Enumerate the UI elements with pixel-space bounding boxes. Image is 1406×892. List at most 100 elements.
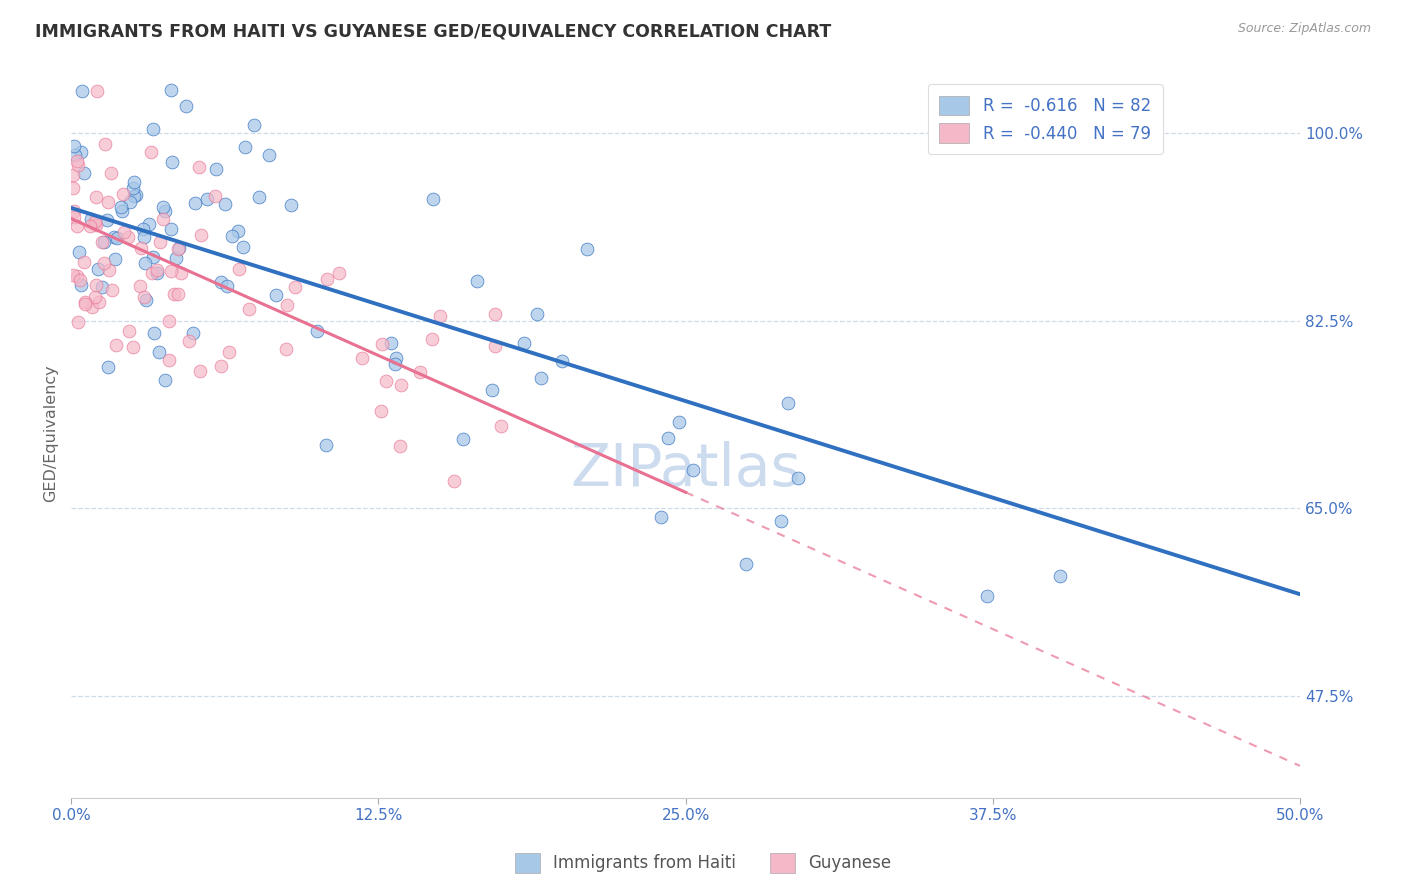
Point <box>100 166 122 180</box>
Point <box>232 240 254 254</box>
Point <box>62 268 84 282</box>
Point <box>152 211 174 226</box>
Point <box>79 211 101 226</box>
Point <box>132 230 155 244</box>
Point <box>668 415 690 429</box>
Point <box>530 370 553 384</box>
Point <box>167 241 190 255</box>
Point <box>160 264 183 278</box>
Text: ZIPatlas: ZIPatlas <box>571 442 801 499</box>
Point <box>650 510 672 524</box>
Point <box>280 198 302 212</box>
Point <box>370 404 392 418</box>
Point <box>181 326 204 340</box>
Point <box>276 342 298 356</box>
Point <box>284 280 307 294</box>
Point <box>62 139 84 153</box>
Legend: Immigrants from Haiti, Guyanese: Immigrants from Haiti, Guyanese <box>509 847 897 880</box>
Point <box>148 344 170 359</box>
Point <box>66 219 89 234</box>
Point <box>84 277 107 292</box>
Point <box>122 175 145 189</box>
Legend: R =  -0.616   N = 82, R =  -0.440   N = 79: R = -0.616 N = 82, R = -0.440 N = 79 <box>928 84 1163 154</box>
Point <box>98 262 121 277</box>
Point <box>132 290 155 304</box>
Point <box>117 230 139 244</box>
Point <box>63 210 86 224</box>
Point <box>152 200 174 214</box>
Point <box>105 338 128 352</box>
Point <box>69 273 91 287</box>
Point <box>157 352 180 367</box>
Point <box>153 374 176 388</box>
Point <box>111 204 134 219</box>
Point <box>91 280 114 294</box>
Point <box>385 351 408 365</box>
Point <box>83 214 105 228</box>
Point <box>87 261 110 276</box>
Point <box>67 158 90 172</box>
Point <box>110 200 132 214</box>
Point <box>187 160 209 174</box>
Point <box>73 297 96 311</box>
Point <box>63 203 86 218</box>
Point <box>155 203 177 218</box>
Point <box>84 290 107 304</box>
Point <box>465 274 488 288</box>
Point <box>73 255 96 269</box>
Point <box>97 194 120 209</box>
Point <box>328 266 350 280</box>
Point <box>443 475 465 489</box>
Point <box>184 195 207 210</box>
Point <box>128 278 150 293</box>
Point <box>135 293 157 307</box>
Point <box>315 438 337 452</box>
Point <box>141 266 163 280</box>
Point <box>118 324 141 338</box>
Point <box>218 345 240 359</box>
Point <box>66 154 89 169</box>
Point <box>105 231 128 245</box>
Point <box>375 374 398 388</box>
Point <box>160 222 183 236</box>
Point <box>170 266 193 280</box>
Point <box>190 228 212 243</box>
Point <box>422 192 444 206</box>
Point <box>160 155 183 169</box>
Point <box>734 558 756 572</box>
Point <box>93 235 115 250</box>
Point <box>112 225 135 239</box>
Point <box>146 263 169 277</box>
Point <box>243 118 266 132</box>
Point <box>787 471 810 485</box>
Point <box>62 169 84 183</box>
Point <box>221 228 243 243</box>
Point <box>371 337 394 351</box>
Point <box>145 266 167 280</box>
Point <box>350 351 373 365</box>
Point <box>73 166 96 180</box>
Text: IMMIGRANTS FROM HAITI VS GUYANESE GED/EQUIVALENCY CORRELATION CHART: IMMIGRANTS FROM HAITI VS GUYANESE GED/EQ… <box>35 22 831 40</box>
Point <box>167 243 190 257</box>
Point <box>174 99 197 113</box>
Point <box>65 269 87 284</box>
Point <box>526 307 548 321</box>
Point <box>682 463 704 477</box>
Point <box>384 357 406 371</box>
Point <box>142 122 165 136</box>
Point <box>70 84 93 98</box>
Point <box>101 283 124 297</box>
Point <box>162 287 184 301</box>
Point <box>264 288 287 302</box>
Point <box>657 431 679 445</box>
Point <box>453 432 475 446</box>
Point <box>165 251 187 265</box>
Point <box>976 589 998 603</box>
Point <box>89 294 111 309</box>
Point <box>1049 569 1071 583</box>
Point <box>66 315 89 329</box>
Point <box>389 378 412 392</box>
Point <box>62 181 84 195</box>
Point <box>63 148 86 162</box>
Point <box>86 84 108 98</box>
